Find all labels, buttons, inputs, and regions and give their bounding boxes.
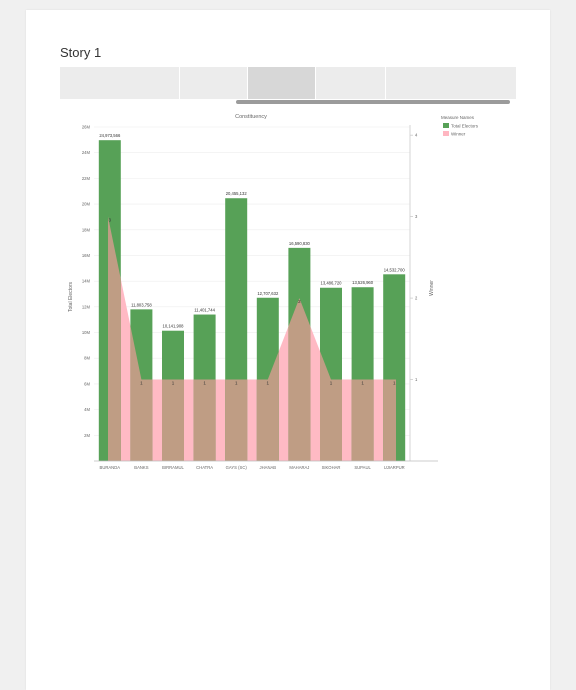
x-tick-label: JHANAB <box>260 465 277 470</box>
bar-data-label: 11,803,758 <box>131 302 152 307</box>
y-tick-label: 8M <box>84 356 90 361</box>
y2-tick-label: 4 <box>415 133 418 138</box>
winner-data-label: 1 <box>330 381 333 386</box>
x-tick-label: BANKS <box>134 465 148 470</box>
chart-title: Constituency <box>235 114 267 120</box>
winner-data-label: 1 <box>203 381 206 386</box>
bar-data-label: 13,486,720 <box>321 281 343 286</box>
bar-data-label: 16,590,830 <box>289 241 311 246</box>
y2-tick-label: 1 <box>415 377 418 382</box>
y-tick-label: 24M <box>82 150 91 155</box>
y-tick-label: 10M <box>82 330 91 335</box>
legend: Measure Names Total Electors Winner <box>441 115 479 137</box>
winner-data-label: 1 <box>235 381 238 386</box>
bar-winner-overlap <box>108 216 121 461</box>
story-navigator <box>60 67 516 99</box>
legend-swatch-winner <box>443 131 449 136</box>
y-tick-label: 6M <box>84 381 90 386</box>
story-point-5[interactable] <box>386 67 516 99</box>
story-point-1[interactable] <box>60 67 180 99</box>
y-tick-label: 4M <box>84 407 90 412</box>
y-tick-label: 20M <box>82 202 91 207</box>
x-tick-label: GAYS (SC) <box>226 465 248 470</box>
winner-data-label: 1 <box>267 381 270 386</box>
y2-tick-label: 2 <box>415 296 418 301</box>
legend-title: Measure Names <box>441 115 475 120</box>
bar-data-label: 12,707,632 <box>257 291 279 296</box>
bar-data-label: 24,973,566 <box>99 133 121 138</box>
x-tick-label: SUPAUL <box>354 465 371 470</box>
bar-data-label: 13,526,960 <box>352 280 374 285</box>
story-point-2[interactable] <box>180 67 248 99</box>
legend-entry-total-electors: Total Electors <box>451 124 479 129</box>
y-tick-label: 26M <box>82 125 91 130</box>
legend-entry-winner: Winner <box>451 132 466 137</box>
y-tick-label: 16M <box>82 253 91 258</box>
winner-data-label: 3 <box>109 218 112 223</box>
navigator-scrollbar[interactable] <box>236 100 510 104</box>
story-point-3[interactable] <box>248 67 316 99</box>
story-point-4[interactable] <box>316 67 386 99</box>
x-tick-label: CHATRA <box>196 465 213 470</box>
winner-data-label: 1 <box>393 381 396 386</box>
bar-data-label: 20,455,132 <box>226 191 248 196</box>
x-tick-label: UJIARPUR <box>384 465 405 470</box>
legend-swatch-total-electors <box>443 123 449 128</box>
x-tick-label: BIRRAMUL <box>162 465 184 470</box>
x-tick-label: MAHARAJ <box>289 465 309 470</box>
winner-data-label: 1 <box>140 381 143 386</box>
story-title: Story 1 <box>60 45 102 60</box>
y-tick-label: 14M <box>82 279 91 284</box>
y-tick-label: 22M <box>82 176 91 181</box>
x-tick-label: SIKOHAR <box>322 465 341 470</box>
bar-data-label: 11,401,744 <box>194 308 215 313</box>
y2-axis-label: Winner <box>429 280 435 296</box>
x-tick-label: BURANDA <box>100 465 121 470</box>
winner-data-label: 2 <box>298 299 301 304</box>
winner-data-label: 1 <box>172 381 175 386</box>
bar-data-label: 10,141,908 <box>163 324 185 329</box>
y-axis-label: Total Electors <box>68 281 74 312</box>
y2-tick-label: 3 <box>415 214 418 219</box>
y-tick-label: 2M <box>84 433 90 438</box>
y-tick-label: 12M <box>82 304 91 309</box>
y-tick-label: 18M <box>82 227 91 232</box>
bar-data-label: 14,532,700 <box>384 267 406 272</box>
winner-data-label: 1 <box>361 381 364 386</box>
